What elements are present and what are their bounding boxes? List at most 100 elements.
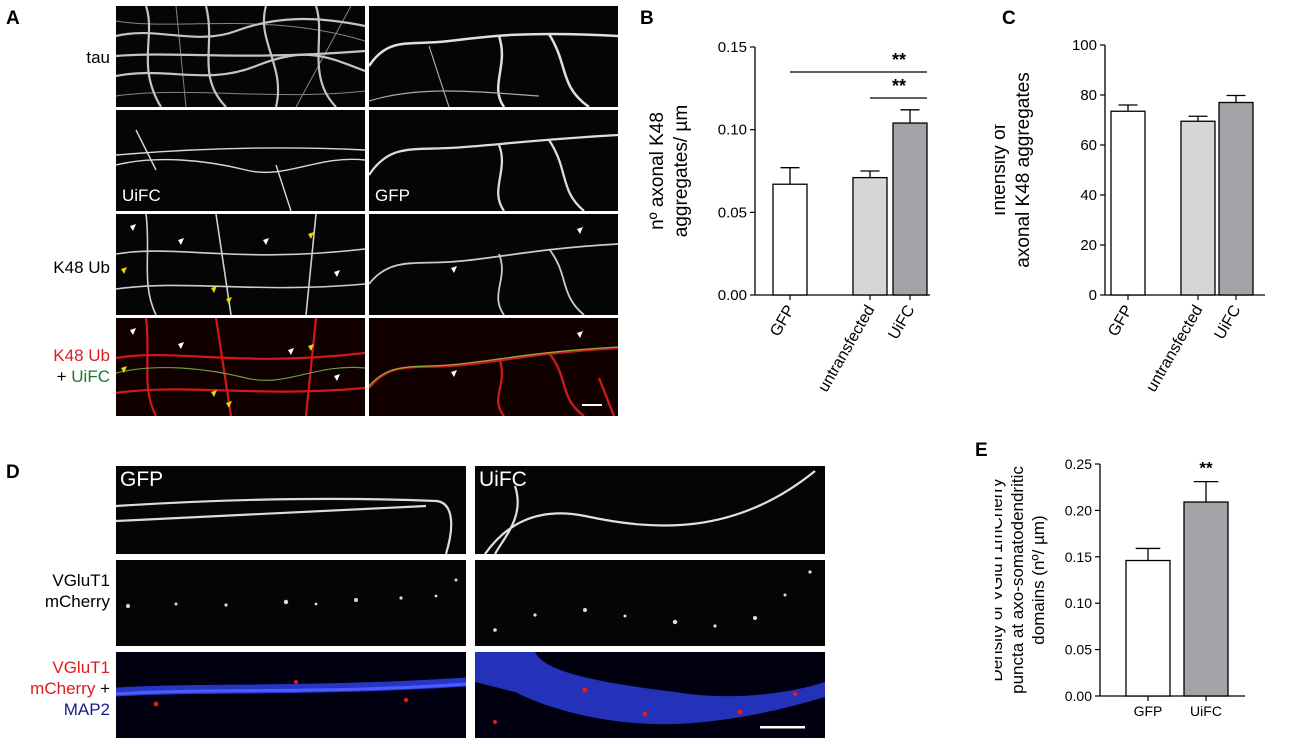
- label-vglut1: VGluT1: [52, 571, 110, 590]
- neurite-drawing: [116, 214, 365, 315]
- micrograph-d-merge-uifc: [475, 652, 825, 738]
- x-tick-label: UiFC: [886, 303, 919, 343]
- micrograph-a-tau-gfp: [369, 6, 618, 107]
- row-label-k48ub: K48 Ub: [53, 258, 110, 277]
- label-plus: +: [56, 367, 72, 386]
- bar: [1183, 501, 1229, 697]
- micrograph-a-uifc: UiFC: [116, 110, 365, 211]
- bar: [1180, 120, 1216, 296]
- bar: [772, 183, 808, 296]
- x-tick-label: UiFC: [1212, 303, 1245, 343]
- scale-bar: [760, 726, 805, 729]
- significance-label: **: [1199, 459, 1213, 478]
- micrograph-a-tau-uifc: [116, 6, 365, 107]
- neurite-drawing: [116, 6, 365, 107]
- micrograph-d-vglut1-gfp: [116, 560, 466, 646]
- y-axis-label-line: Density of VGluT1mCherry: [995, 478, 1006, 682]
- micrograph-a-k48-uifc: [116, 214, 365, 315]
- chart-b: 0.00 0.05 0.10 0.15 nº axonal K48 aggregates/…: [647, 39, 930, 395]
- panel-letter-c: C: [1002, 8, 1016, 29]
- bar: [1110, 110, 1146, 296]
- panel-letter-d: D: [6, 462, 20, 483]
- scale-bar: [582, 404, 602, 406]
- micrograph-a-gfp: GFP: [369, 110, 618, 211]
- y-axis-label-line: Intensity of: [995, 123, 1010, 216]
- y-tick-label: 0.15: [718, 39, 747, 56]
- micrograph-d-gfp: GFP: [116, 466, 466, 554]
- x-tick-label: GFP: [1134, 703, 1163, 719]
- significance-label: **: [892, 50, 906, 70]
- bar: [1125, 559, 1171, 697]
- significance-label: **: [892, 76, 906, 96]
- label-gfp-d: GFP: [120, 468, 164, 491]
- y-tick-label: 0.05: [718, 204, 747, 221]
- y-tick-label: 0.00: [718, 287, 747, 304]
- neurite-drawing: [116, 497, 453, 554]
- x-tick-label: untransfected: [815, 303, 878, 395]
- x-tick-label: GFP: [767, 303, 798, 340]
- label-plus-d: +: [95, 679, 110, 698]
- neurite-drawing: [369, 32, 618, 107]
- micrograph-a-k48-gfp: [369, 214, 618, 315]
- neurite-drawing: [116, 677, 466, 707]
- y-tick-label: 0: [1089, 287, 1097, 304]
- chart-c: 0 20 40 60 80 100 Intensity of axonal K48 aggre…: [995, 37, 1265, 395]
- neurite-drawing: [475, 652, 825, 729]
- y-tick-label: 0.00: [1065, 688, 1092, 704]
- neurite-drawing: [116, 129, 365, 211]
- y-axis-label: Density of VGluT1mCherry puncta at axo-so…: [995, 466, 1048, 694]
- label-map2-blue: MAP2: [63, 700, 110, 719]
- row-label-merge-d: VGluT1 mCherry + MAP2: [10, 657, 110, 720]
- y-tick-label: 0.10: [718, 122, 747, 139]
- y-axis-label-line: puncta at axo-somatodendritic: [1008, 466, 1027, 694]
- y-tick-label: 40: [1080, 187, 1097, 204]
- y-axis-label: nº axonal K48 aggregates/ µm: [647, 105, 692, 237]
- y-axis-label: Intensity of axonal K48 aggregates: [995, 72, 1034, 267]
- y-tick-label: 0.10: [1065, 595, 1092, 611]
- y-tick-label: 0.05: [1065, 642, 1092, 658]
- micrograph-d-merge-gfp: [116, 652, 466, 738]
- panel-letter-a: A: [6, 8, 20, 29]
- y-axis-label-line: aggregates/ µm: [671, 105, 692, 237]
- y-tick-label: 0.25: [1065, 456, 1092, 472]
- label-mcherry-red: mCherry: [30, 679, 96, 698]
- label-uifc-d: UiFC: [479, 468, 527, 491]
- x-tick-label: untransfected: [1143, 303, 1206, 395]
- y-tick-label: 80: [1080, 87, 1097, 104]
- bar: [852, 176, 888, 296]
- label-k48ub-red: K48 Ub: [53, 346, 110, 365]
- y-axis-label-line: domains (nº/ µm): [1029, 515, 1048, 644]
- x-tick-label: UiFC: [1190, 703, 1222, 719]
- y-tick-label: 60: [1080, 137, 1097, 154]
- neurite-drawing: [116, 318, 365, 416]
- x-tick-label: GFP: [1105, 303, 1136, 340]
- neurite-drawing: [369, 227, 618, 315]
- row-label-merge-a: K48 Ub + UiFC: [10, 345, 110, 387]
- chart-e: 0.00 0.05 0.10 0.15 0.20 0.25 Density of VGluT…: [995, 456, 1245, 719]
- row-label-tau: tau: [86, 48, 110, 67]
- label-vglut1-red: VGluT1: [52, 658, 110, 677]
- inset-label-gfp: GFP: [375, 186, 410, 205]
- micrograph-d-uifc: UiFC: [475, 466, 825, 554]
- bar: [892, 122, 928, 296]
- label-uifc-green: UiFC: [71, 367, 110, 386]
- neurite-drawing: [484, 470, 816, 554]
- y-axis-label-line: axonal K48 aggregates: [1013, 72, 1034, 267]
- micrograph-a-merge-uifc: [116, 318, 365, 416]
- label-mcherry: mCherry: [44, 592, 110, 611]
- panel-letter-b: B: [640, 8, 654, 29]
- bar: [1218, 101, 1254, 296]
- y-tick-label: 20: [1080, 237, 1097, 254]
- y-axis-label-line: nº axonal K48: [647, 112, 668, 230]
- inset-label-uifc: UiFC: [122, 186, 161, 205]
- neurite-drawing: [369, 133, 618, 211]
- micrograph-a-merge-gfp: [369, 318, 618, 416]
- micrograph-d-vglut1-uifc: [475, 560, 825, 646]
- neurite-drawing: [369, 331, 618, 416]
- panel-letter-e: E: [975, 440, 988, 461]
- puncta-drawing: [126, 578, 458, 608]
- y-tick-label: 100: [1072, 37, 1097, 54]
- y-tick-label: 0.20: [1065, 502, 1092, 518]
- puncta-drawing: [493, 570, 812, 632]
- row-label-vglut1: VGluT1 mCherry: [20, 570, 110, 612]
